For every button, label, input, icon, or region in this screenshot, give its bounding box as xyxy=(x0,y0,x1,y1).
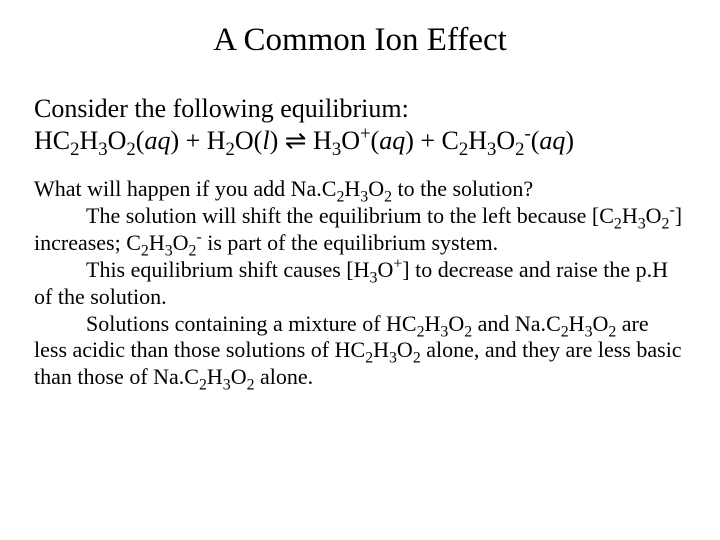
a1a: The solution will shift the equilibrium … xyxy=(86,203,599,228)
q-a: What will happen if you add Na. xyxy=(34,176,322,201)
a1c: is part of the equilibrium system. xyxy=(202,230,498,255)
slide: A Common Ion Effect Consider the followi… xyxy=(0,0,720,540)
a2a: This equilibrium shift causes [ xyxy=(86,257,354,282)
question-line: What will happen if you add Na.C2H3O2 to… xyxy=(34,176,686,203)
intro-line: Consider the following equilibrium: xyxy=(34,93,686,125)
a3a: Solutions containing a mixture of xyxy=(86,311,386,336)
page-title: A Common Ion Effect xyxy=(34,22,686,59)
answer-3: Solutions containing a mixture of HC2H3O… xyxy=(34,311,686,391)
intro-block: Consider the following equilibrium: HC2H… xyxy=(34,93,686,156)
a3e: alone. xyxy=(255,364,314,389)
answer-1: The solution will shift the equilibrium … xyxy=(34,203,686,257)
equation: HC2H3O2(aq) + H2O(l) ⇌ H3O+(aq) + C2H3O2… xyxy=(34,125,686,157)
q-b: to the solution? xyxy=(392,176,533,201)
body-text: What will happen if you add Na.C2H3O2 to… xyxy=(34,176,686,391)
a3b: and Na. xyxy=(472,311,546,336)
answer-2: This equilibrium shift causes [H3O+] to … xyxy=(34,257,686,311)
